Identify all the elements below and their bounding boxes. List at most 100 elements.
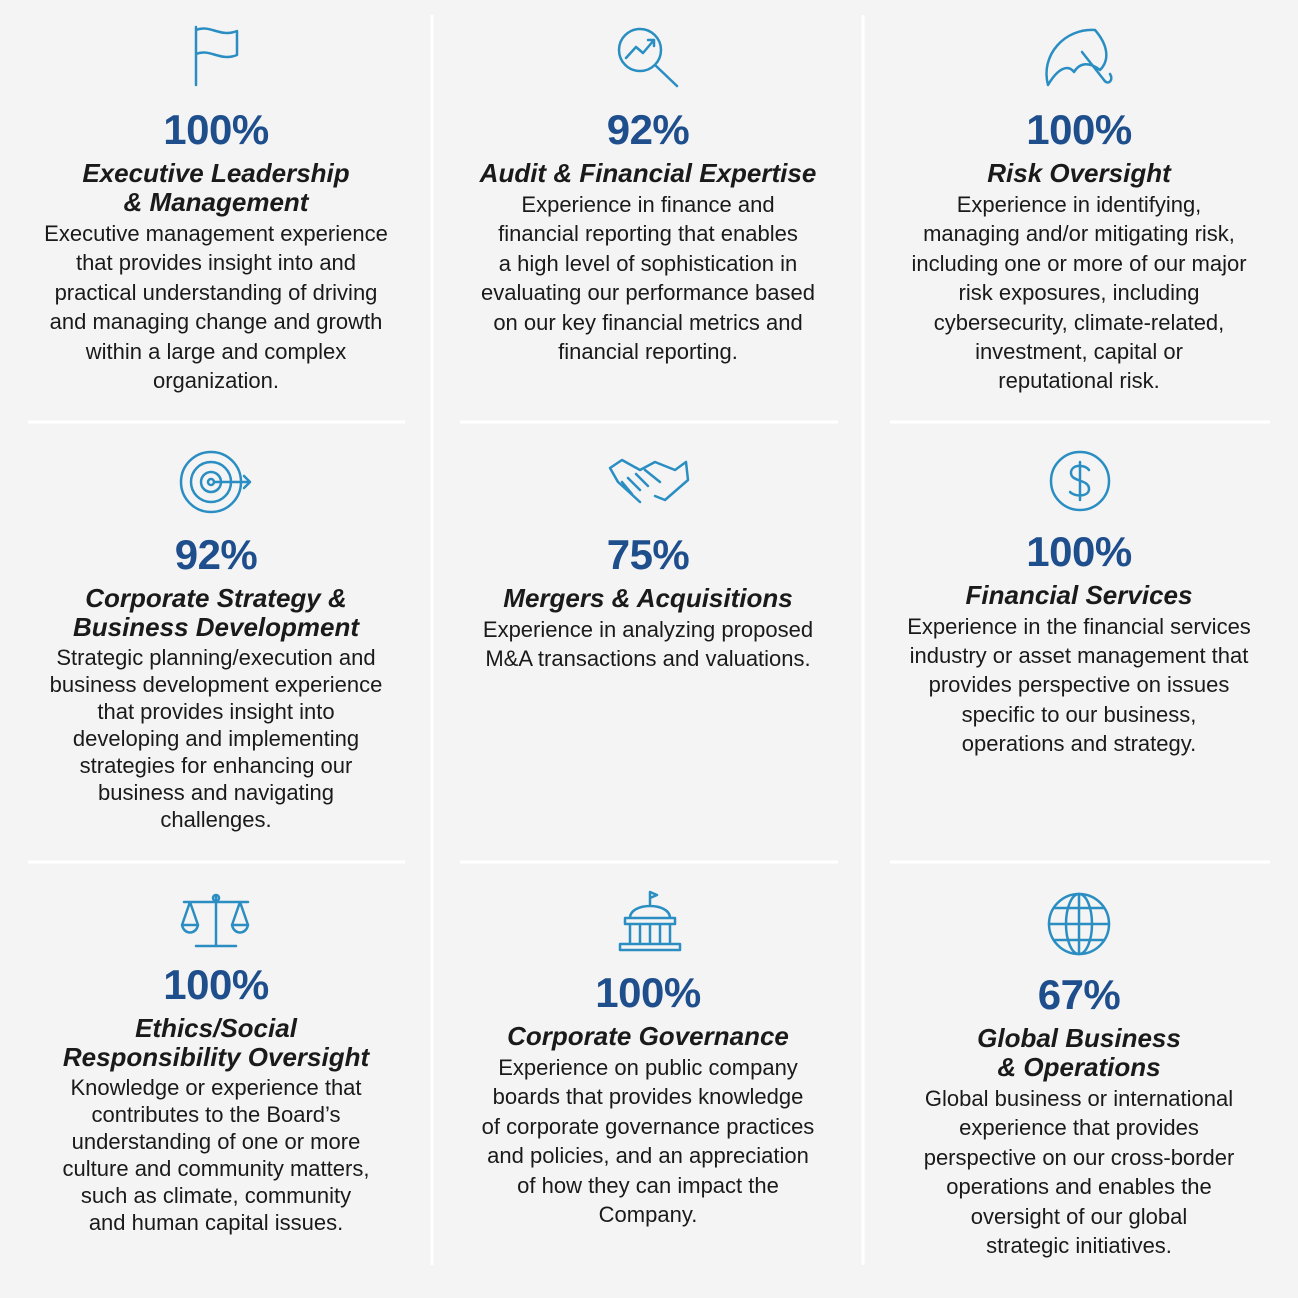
title: Risk Oversight	[863, 159, 1295, 188]
description-line: reputational risk.	[998, 368, 1160, 394]
title: Corporate Strategy & Business Development	[0, 584, 432, 642]
description-line: cybersecurity, climate-related,	[933, 309, 1225, 335]
description-line: M&A transactions and valuations.	[485, 646, 811, 671]
icon-magnifier	[617, 27, 679, 88]
title-line: Mergers & Acquisitions	[503, 583, 793, 613]
description: Experience in finance and financial repor…	[432, 190, 864, 366]
description: Strategic planning/execution and business…	[0, 644, 432, 833]
title: Mergers & Acquisitions	[432, 584, 864, 613]
percent: 100%	[1026, 528, 1132, 575]
description-line: managing and/or mitigating risk,	[923, 221, 1235, 247]
description-line: within a large and complex	[85, 338, 347, 364]
title: Executive Leadership & Management	[0, 159, 432, 217]
description-line: such as climate, community	[80, 1183, 352, 1208]
description-line: Company.	[598, 1202, 698, 1228]
icon-handshake	[608, 458, 690, 504]
title-line: Executive Leadership	[82, 158, 350, 188]
dividers	[28, 15, 1270, 1265]
title: Corporate Governance	[432, 1022, 864, 1051]
title-line: Responsibility Oversight	[62, 1042, 370, 1072]
description-line: Experience in identifying,	[956, 192, 1202, 217]
description-line: including one or more of our major	[911, 250, 1247, 276]
title-line: Business Development	[72, 612, 360, 642]
description-line: operations and enables the	[946, 1174, 1212, 1200]
description: Experience on public company boards that …	[432, 1053, 864, 1229]
title: Global Business & Operations	[863, 1024, 1295, 1082]
title-line: Corporate Strategy &	[85, 583, 347, 613]
description-line: a high level of sophistication in	[498, 250, 798, 276]
card: 92% Corporate Strategy & Business Developm…	[0, 532, 432, 833]
icon-flag	[194, 25, 239, 87]
description-line: contributes to the Board’s	[91, 1102, 341, 1127]
percent: 100%	[163, 106, 269, 153]
percent: 100%	[163, 961, 269, 1008]
card: 100% Risk Oversight Experience in identify…	[863, 107, 1295, 396]
description: Experience in analyzing proposed M&A tran…	[432, 615, 864, 673]
description-line: understanding of one or more	[71, 1129, 361, 1154]
description-line: operations and strategy.	[961, 730, 1197, 756]
title-line: Financial Services	[965, 580, 1193, 610]
description: Executive management experience that prov…	[0, 219, 432, 395]
title-line: Global Business	[977, 1023, 1181, 1053]
description-line: investment, capital or	[975, 339, 1183, 365]
icon-scales	[180, 893, 250, 948]
description-line: oversight of our global	[970, 1203, 1188, 1229]
description-line: strategies for enhancing our	[79, 753, 353, 778]
description-line: that provides insight into	[97, 699, 335, 724]
description-line: of corporate governance practices	[481, 1113, 815, 1139]
description: Experience in the financial services indu…	[863, 612, 1295, 758]
title-line: Ethics/Social	[135, 1013, 297, 1043]
card: 92% Audit & Financial Expertise Experience…	[432, 107, 864, 366]
description-line: Strategic planning/execution and	[56, 645, 376, 670]
title-line: & Operations	[997, 1052, 1161, 1082]
description-line: Executive management experience	[44, 221, 388, 246]
card: 75% Mergers & Acquisitions Experience in a…	[432, 532, 864, 673]
percent: 92%	[174, 531, 258, 578]
description-line: business and navigating	[97, 780, 335, 805]
title-line: Audit & Financial Expertise	[479, 158, 817, 188]
description-line: Experience in the financial services	[907, 614, 1251, 639]
title: Financial Services	[863, 581, 1295, 610]
description-line: and human capital issues.	[88, 1210, 344, 1235]
card: 100% Corporate Governance Experience on pu…	[432, 970, 864, 1229]
icon-umbrella	[1045, 28, 1113, 87]
description-line: business development experience	[49, 672, 383, 697]
description-line: evaluating our performance based	[481, 280, 815, 306]
percent: 92%	[606, 106, 690, 153]
description-line: Experience in finance and	[521, 192, 775, 217]
title: Ethics/Social Responsibility Oversight	[0, 1014, 432, 1072]
description-line: experience that provides	[959, 1115, 1199, 1141]
title: Audit & Financial Expertise	[432, 159, 864, 188]
description-line: challenges.	[160, 807, 272, 832]
description-line: and policies, and an appreciation	[487, 1143, 809, 1169]
description-line: practical understanding of driving	[54, 279, 378, 305]
title-line: Corporate Governance	[507, 1021, 789, 1051]
description-line: of how they can impact the	[517, 1172, 779, 1198]
description-line: perspective on our cross-border	[923, 1144, 1235, 1170]
percent: 100%	[1026, 106, 1132, 153]
description-line: risk exposures, including	[958, 280, 1200, 306]
description-line: and managing change and growth	[49, 309, 383, 335]
title-line: Risk Oversight	[987, 158, 1171, 188]
description-line: specific to our business,	[961, 701, 1197, 727]
description-line: organization.	[153, 368, 279, 394]
description: Experience in identifying, managing and/o…	[863, 190, 1295, 396]
description-line: boards that provides knowledge	[492, 1084, 804, 1110]
description-line: Knowledge or experience that	[70, 1075, 362, 1100]
icon-target	[179, 450, 252, 514]
description-line: financial reporting.	[558, 339, 738, 365]
percent: 75%	[606, 531, 690, 578]
description-line: Experience on public company	[498, 1055, 798, 1080]
description-line: provides perspective on issues	[928, 672, 1230, 698]
card: 100% Financial Services Experience in the …	[863, 529, 1295, 758]
percent: 100%	[595, 969, 701, 1016]
description-line: financial reporting that enables	[498, 221, 798, 247]
icon-dollar	[1049, 450, 1111, 512]
description-line: culture and community matters,	[62, 1156, 370, 1181]
description: Global business or international experien…	[863, 1084, 1295, 1260]
card: 67% Global Business & Operations Global bus…	[863, 972, 1295, 1260]
description-line: industry or asset management that	[909, 643, 1249, 669]
description-line: Global business or international	[924, 1086, 1234, 1111]
